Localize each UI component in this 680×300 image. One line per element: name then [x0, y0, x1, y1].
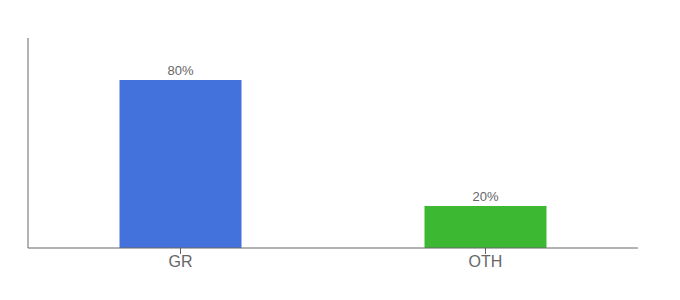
svg-text:OTH: OTH [469, 253, 503, 270]
svg-text:GR: GR [169, 253, 193, 270]
svg-text:20%: 20% [472, 189, 498, 204]
svg-text:80%: 80% [167, 63, 193, 78]
